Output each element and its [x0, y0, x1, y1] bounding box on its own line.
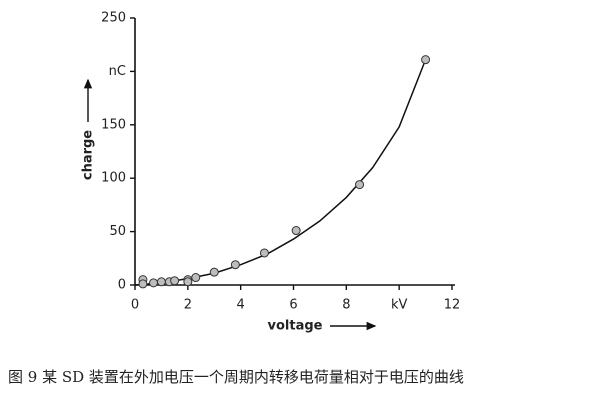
- data-point: [259, 248, 269, 258]
- x-tick-label: 6: [289, 298, 297, 313]
- x-tick-label: 8: [342, 298, 350, 313]
- y-tick-label: 250: [101, 11, 126, 26]
- data-point: [148, 278, 158, 288]
- x-tick-label: 2: [184, 298, 192, 313]
- y-tick-label: 0: [118, 278, 126, 293]
- data-point: [355, 180, 365, 190]
- y-axis-label: charge: [81, 130, 96, 180]
- data-point: [183, 277, 193, 287]
- y-tick-label: 100: [101, 171, 126, 186]
- data-point: [209, 267, 219, 277]
- y-tick-label: 150: [101, 117, 126, 132]
- x-tick-label: kV: [391, 298, 408, 313]
- y-tick-label: nC: [109, 64, 126, 79]
- x-tick-label: 0: [131, 298, 139, 313]
- x-tick-label: 12: [444, 298, 461, 313]
- data-point: [156, 277, 166, 287]
- data-point: [421, 55, 431, 65]
- data-point: [138, 279, 148, 289]
- x-axis-label: voltage: [268, 319, 323, 334]
- data-point: [291, 226, 301, 236]
- x-tick-label: 4: [237, 298, 245, 313]
- data-point: [170, 276, 180, 286]
- fit-curve: [134, 59, 427, 286]
- data-point: [191, 273, 201, 283]
- caption: 图 9 某 SD 装置在外加电压一个周期内转移电荷量相对于电压的曲线: [8, 368, 464, 386]
- data-point: [230, 260, 240, 270]
- y-tick-label: 50: [109, 224, 126, 239]
